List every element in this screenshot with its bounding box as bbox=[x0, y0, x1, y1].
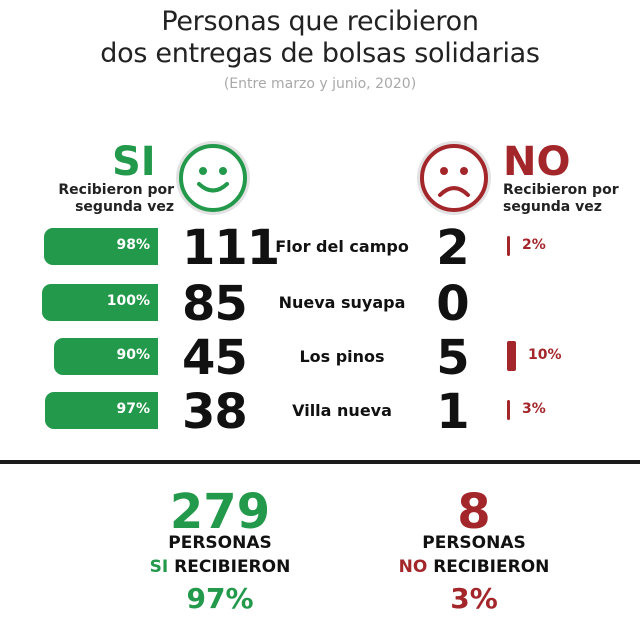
yes-total-percent: 97% bbox=[186, 582, 254, 615]
no-percent-bar bbox=[507, 341, 516, 371]
no-count: 2 bbox=[436, 220, 470, 276]
no-percent-bar bbox=[507, 400, 510, 420]
yes-count: 45 bbox=[182, 330, 248, 386]
yes-total: 279 bbox=[169, 484, 271, 540]
no-total-label-line1: PERSONAS bbox=[422, 533, 526, 553]
category-label: Villa nueva bbox=[292, 401, 392, 420]
yes-caption-line1: Recibieron por bbox=[58, 182, 174, 198]
no-caption-line1: Recibieron por bbox=[503, 182, 619, 198]
yes-total-emph: SI bbox=[149, 557, 169, 577]
category-label: Los pinos bbox=[299, 347, 385, 366]
no-count: 0 bbox=[436, 276, 470, 332]
yes-percent-bar: 98% bbox=[44, 228, 158, 265]
yes-percent-bar: 97% bbox=[45, 392, 158, 429]
yes-caption-line2: segunda vez bbox=[75, 199, 174, 215]
no-percent-label: 2% bbox=[522, 237, 546, 253]
divider bbox=[0, 460, 640, 464]
no-caption: Recibieron por segunda vez bbox=[503, 182, 619, 216]
no-percent-label: 10% bbox=[528, 347, 562, 363]
category-label: Nueva suyapa bbox=[278, 293, 406, 312]
smiley-face-icon bbox=[176, 141, 250, 215]
chart-title-line1: Personas que recibieron bbox=[161, 6, 479, 37]
yes-percent-label: 90% bbox=[116, 347, 150, 363]
no-percent-label: 3% bbox=[522, 401, 546, 417]
no-total-label-line2: NO RECIBIERON bbox=[354, 559, 594, 576]
chart-title-line2: dos entregas de bolsas solidarias bbox=[100, 38, 540, 69]
sad-face-icon bbox=[417, 141, 491, 215]
yes-total-label-line1: PERSONAS bbox=[168, 533, 272, 553]
no-total-rest: RECIBIERON bbox=[433, 557, 550, 577]
no-count: 5 bbox=[436, 330, 470, 386]
yes-count: 85 bbox=[182, 276, 248, 332]
no-total: 8 bbox=[457, 484, 491, 540]
no-heading: NO bbox=[503, 139, 571, 185]
yes-heading: SI bbox=[112, 139, 156, 185]
chart-subtitle: (Entre marzo y junio, 2020) bbox=[223, 76, 417, 92]
yes-percent-label: 97% bbox=[116, 401, 150, 417]
yes-percent-label: 98% bbox=[116, 237, 150, 253]
yes-total-label-line2: SI RECIBIERON bbox=[100, 559, 340, 576]
yes-caption: Recibieron por segunda vez bbox=[40, 182, 174, 216]
no-caption-line2: segunda vez bbox=[503, 199, 602, 215]
yes-count: 111 bbox=[182, 220, 280, 276]
category-label: Flor del campo bbox=[275, 237, 409, 256]
no-count: 1 bbox=[436, 384, 470, 440]
no-total-emph: NO bbox=[398, 557, 428, 577]
yes-percent-bar: 90% bbox=[53, 338, 158, 375]
yes-percent-bar: 100% bbox=[42, 284, 158, 321]
no-total-percent: 3% bbox=[450, 582, 498, 615]
yes-count: 38 bbox=[182, 384, 248, 440]
yes-percent-label: 100% bbox=[106, 293, 150, 309]
yes-total-rest: RECIBIERON bbox=[174, 557, 291, 577]
no-percent-bar bbox=[507, 236, 510, 256]
